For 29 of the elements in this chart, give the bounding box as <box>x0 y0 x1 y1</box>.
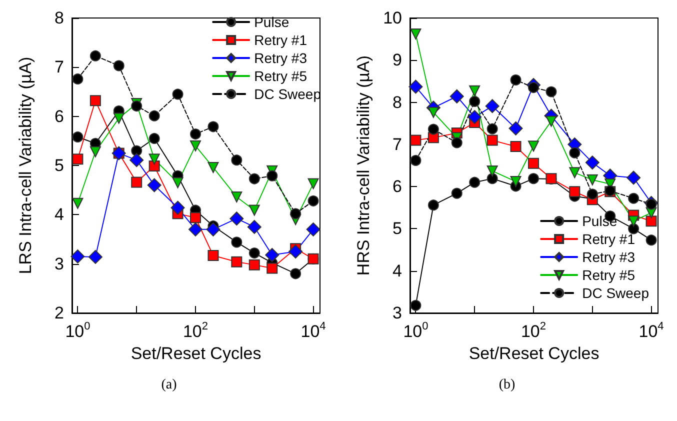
y-tick-label: 3 <box>54 254 64 274</box>
y-tick-label: 5 <box>392 219 402 238</box>
y-tick-label: 4 <box>392 261 402 280</box>
legend-label: Retry #1 <box>582 231 636 247</box>
legend-label: Retry #3 <box>582 249 636 265</box>
text: (b) <box>498 378 516 392</box>
legend-label: Retry #5 <box>582 267 636 283</box>
y-tick-label: 6 <box>392 177 402 196</box>
y-axis-title: HRS Intra-cell Variability (µA) <box>354 55 373 276</box>
legend-label: Retry #5 <box>254 68 308 84</box>
y-axis-title: LRS Intra-cell Variability (µA) <box>16 56 35 274</box>
y-tick-label: 3 <box>392 304 402 322</box>
y-tick-label: 2 <box>54 304 64 322</box>
y-tick-label: 9 <box>392 50 402 70</box>
x-axis-title: Set/Reset Cycles <box>468 344 600 363</box>
legend-label: Retry #1 <box>254 32 308 48</box>
legend-label: Retry #3 <box>254 50 308 66</box>
y-tick-label: 4 <box>54 205 64 224</box>
y-tick-label: 7 <box>392 134 402 154</box>
text: (a) <box>161 378 178 392</box>
y-tick-label: 7 <box>54 58 64 77</box>
x-axis-title: Set/Reset Cycles <box>130 344 262 363</box>
y-tick-label: 10 <box>383 8 402 28</box>
y-tick-label: 5 <box>54 156 64 175</box>
legend-label: DC Sweep <box>254 86 322 102</box>
y-tick-label: 6 <box>54 106 64 126</box>
y-tick-label: 8 <box>392 92 402 112</box>
y-tick-label: 8 <box>54 8 64 28</box>
legend-label: DC Sweep <box>582 285 650 301</box>
